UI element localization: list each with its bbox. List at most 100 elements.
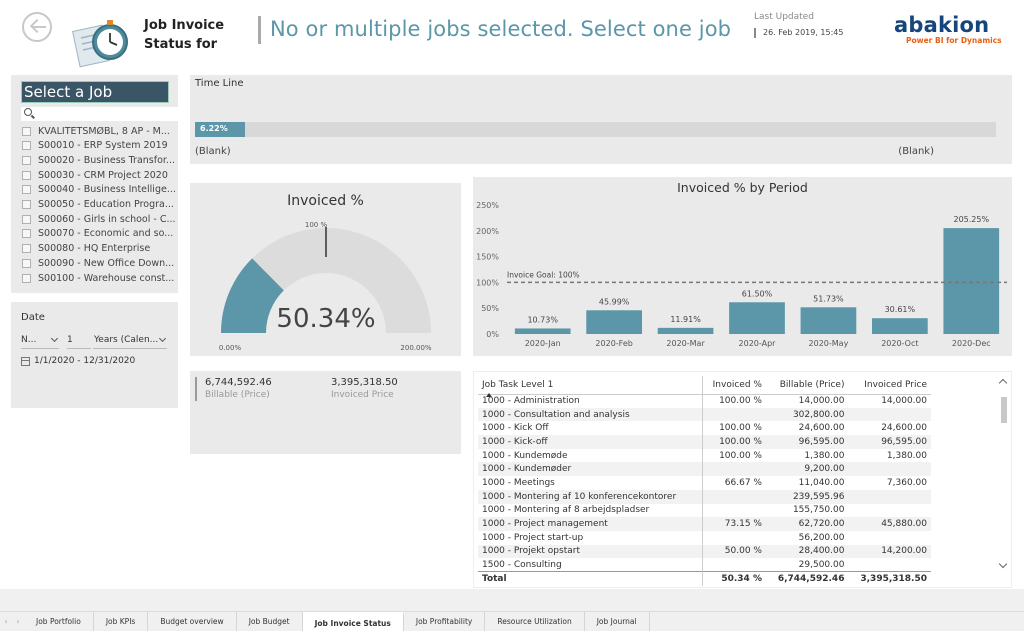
period-unit-dropdown[interactable]: Years (Calen... <box>93 331 167 349</box>
checkbox[interactable] <box>22 200 31 209</box>
table-row[interactable]: 1000 - Consultation and analysis 302,800.… <box>478 407 931 422</box>
job-item[interactable]: S00020 - Business Transfor... <box>22 153 175 167</box>
timeline-label: Time Line <box>195 78 244 89</box>
scroll-down-icon[interactable] <box>998 559 1008 569</box>
column-header[interactable]: Job Task Level 1 <box>478 376 703 395</box>
period-count-input[interactable]: 1 <box>67 331 91 349</box>
tab-job-budget[interactable]: Job Budget <box>237 612 303 631</box>
tab-prev-icon[interactable]: ‹ <box>4 617 8 626</box>
job-task-table: Job Task Level 1 Invoiced % Billable (Pric… <box>473 371 1012 588</box>
job-item[interactable]: S00050 - Education Progra... <box>22 198 174 212</box>
table-cell: 1000 - Kundemøder <box>478 462 703 477</box>
bar[interactable] <box>729 302 785 334</box>
bar[interactable] <box>872 318 928 334</box>
job-item[interactable]: S00030 - CRM Project 2020 <box>22 168 168 182</box>
timeline-progress: 6.22% <box>195 122 245 137</box>
timeline-progress-label: 6.22% <box>200 124 228 133</box>
table-row[interactable]: 1000 - Project management 73.15 % 62,720.0… <box>478 517 931 531</box>
gauge-chart: 50.34% 0.00% 200.00% 100 % <box>219 221 432 352</box>
invoiced-by-period-chart: Invoiced % by Period 0% 50% 100% 150% 200% 25… <box>473 177 1012 356</box>
tab-budget-overview[interactable]: Budget overview <box>148 612 237 631</box>
table-row[interactable]: 1000 - Montering af 10 konferencekontore… <box>478 489 931 504</box>
checkbox[interactable] <box>22 185 31 195</box>
x-tick-label: 2020-May <box>809 339 849 348</box>
report-title: Job Invoice Status for <box>144 18 225 52</box>
table-row[interactable]: 1000 - Kundemøder 9,200.00 <box>478 462 931 477</box>
job-slicer-title: Select a Job <box>21 81 169 103</box>
checkbox[interactable] <box>22 155 31 165</box>
tab-job-invoice-status[interactable]: Job Invoice Status <box>302 612 404 631</box>
job-item[interactable]: S00010 - ERP System 2019 <box>22 139 168 153</box>
table-row[interactable]: 1000 - Project start-up 56,200.00 <box>478 530 931 545</box>
checkbox[interactable] <box>22 244 31 254</box>
checkbox[interactable] <box>22 141 31 151</box>
table-scroll-area[interactable]: Job Task Level 1 Invoiced % Billable (Pric… <box>478 376 994 586</box>
timeline-track[interactable]: 6.22% <box>195 122 996 137</box>
job-item[interactable]: S00040 - Business Intellige... <box>22 183 176 197</box>
table-scrollbar[interactable] <box>1001 397 1007 423</box>
bar[interactable] <box>657 327 714 334</box>
table-row[interactable]: 1000 - Projekt opstart 50.00 % 28,400.00 14… <box>478 544 931 559</box>
job-item[interactable]: S00080 - HQ Enterprise <box>22 242 150 256</box>
job-item-label: S00010 - ERP System 2019 <box>38 140 168 152</box>
table-cell: 1000 - Project management <box>478 517 703 531</box>
invoiced-label: Invoiced Price <box>331 390 394 400</box>
table-row[interactable]: 1500 - Consulting 29,500.00 <box>478 558 931 572</box>
column-header[interactable]: Invoiced Price <box>848 376 931 395</box>
table-row[interactable]: 1000 - Kick Off 100.00 % 24,600.00 24,600.0… <box>478 421 931 436</box>
table-cell: 66.67 % <box>724 477 762 488</box>
scroll-up-icon[interactable] <box>998 378 1008 388</box>
table-row[interactable]: 1000 - Administration 100.00 % 14,000.00 14… <box>478 394 931 408</box>
page-tab-bar: ‹ › Job Portfolio Job KPIs Budget overview… <box>0 611 1024 631</box>
column-header[interactable]: Billable (Price) <box>765 376 849 395</box>
relative-period-dropdown[interactable]: N... <box>21 331 59 349</box>
job-search-input[interactable] <box>21 107 181 121</box>
tab-job-portfolio[interactable]: Job Portfolio <box>24 612 94 631</box>
card-divider <box>195 377 197 401</box>
table-row[interactable]: 1000 - Montering af 8 arbejdspladser 155,… <box>478 503 931 518</box>
job-item-label: KVALITETSMØBL, 8 AP - M... <box>38 125 170 137</box>
sort-ascending-icon[interactable] <box>486 393 492 397</box>
chart-title: Invoiced % by Period <box>677 180 808 195</box>
job-item[interactable]: S00060 - Girls in school - C... <box>22 212 176 226</box>
job-item-label: S00040 - Business Intellige... <box>38 184 176 196</box>
table-cell: 1,380.00 <box>804 450 845 461</box>
timeline-end-label: (Blank) <box>898 146 934 157</box>
job-item[interactable]: S00100 - Warehouse const... <box>22 271 174 285</box>
table-row[interactable]: 1000 - Kick-off 100.00 % 96,595.00 96,595.0… <box>478 435 931 449</box>
column-header[interactable]: Invoiced % <box>702 376 766 395</box>
tab-job-profitability[interactable]: Job Profitability <box>404 612 486 631</box>
table-row[interactable]: 1000 - Meetings 66.67 % 11,040.00 7,360.00 <box>478 476 931 490</box>
bar[interactable] <box>943 228 1000 334</box>
stopwatch-invoice-icon <box>71 14 132 68</box>
checkbox[interactable] <box>22 170 31 180</box>
canvas-bottom <box>0 589 1024 611</box>
back-button[interactable] <box>22 12 52 42</box>
data-label: 51.73% <box>813 294 844 303</box>
job-item[interactable]: S00070 - Economic and so... <box>22 227 173 241</box>
period-unit-value: Years (Calen... <box>94 335 159 345</box>
tab-resource-utilization[interactable]: Resource Utilization <box>485 612 585 631</box>
table-cell: 239,595.96 <box>765 489 849 504</box>
checkbox[interactable] <box>22 229 31 239</box>
checkbox[interactable] <box>22 214 31 224</box>
invoiced-value: 3,395,318.50 <box>331 377 398 388</box>
bar[interactable] <box>586 310 642 334</box>
checkbox[interactable] <box>22 258 31 268</box>
tab-next-icon[interactable]: › <box>16 617 20 626</box>
bar[interactable] <box>514 328 571 334</box>
bar[interactable] <box>800 307 857 334</box>
tab-job-journal[interactable]: Job Journal <box>585 612 650 631</box>
checkbox[interactable] <box>22 273 31 283</box>
data-label: 61.50% <box>742 289 773 298</box>
checkbox[interactable] <box>22 126 31 136</box>
table-row[interactable]: 1000 - Kundemøde 100.00 % 1,380.00 1,380.00 <box>478 448 931 463</box>
table-cell <box>848 407 931 422</box>
x-tick-label: 2020-Dec <box>952 339 991 348</box>
y-tick-label: 100% <box>476 278 499 287</box>
tab-job-kpis[interactable]: Job KPIs <box>94 612 149 631</box>
table-cell: 50.00 % <box>702 544 766 559</box>
calendar-icon <box>21 356 30 366</box>
job-item[interactable]: S00090 - New Office Down... <box>22 256 174 270</box>
job-item[interactable]: KVALITETSMØBL, 8 AP - M... <box>22 124 170 138</box>
